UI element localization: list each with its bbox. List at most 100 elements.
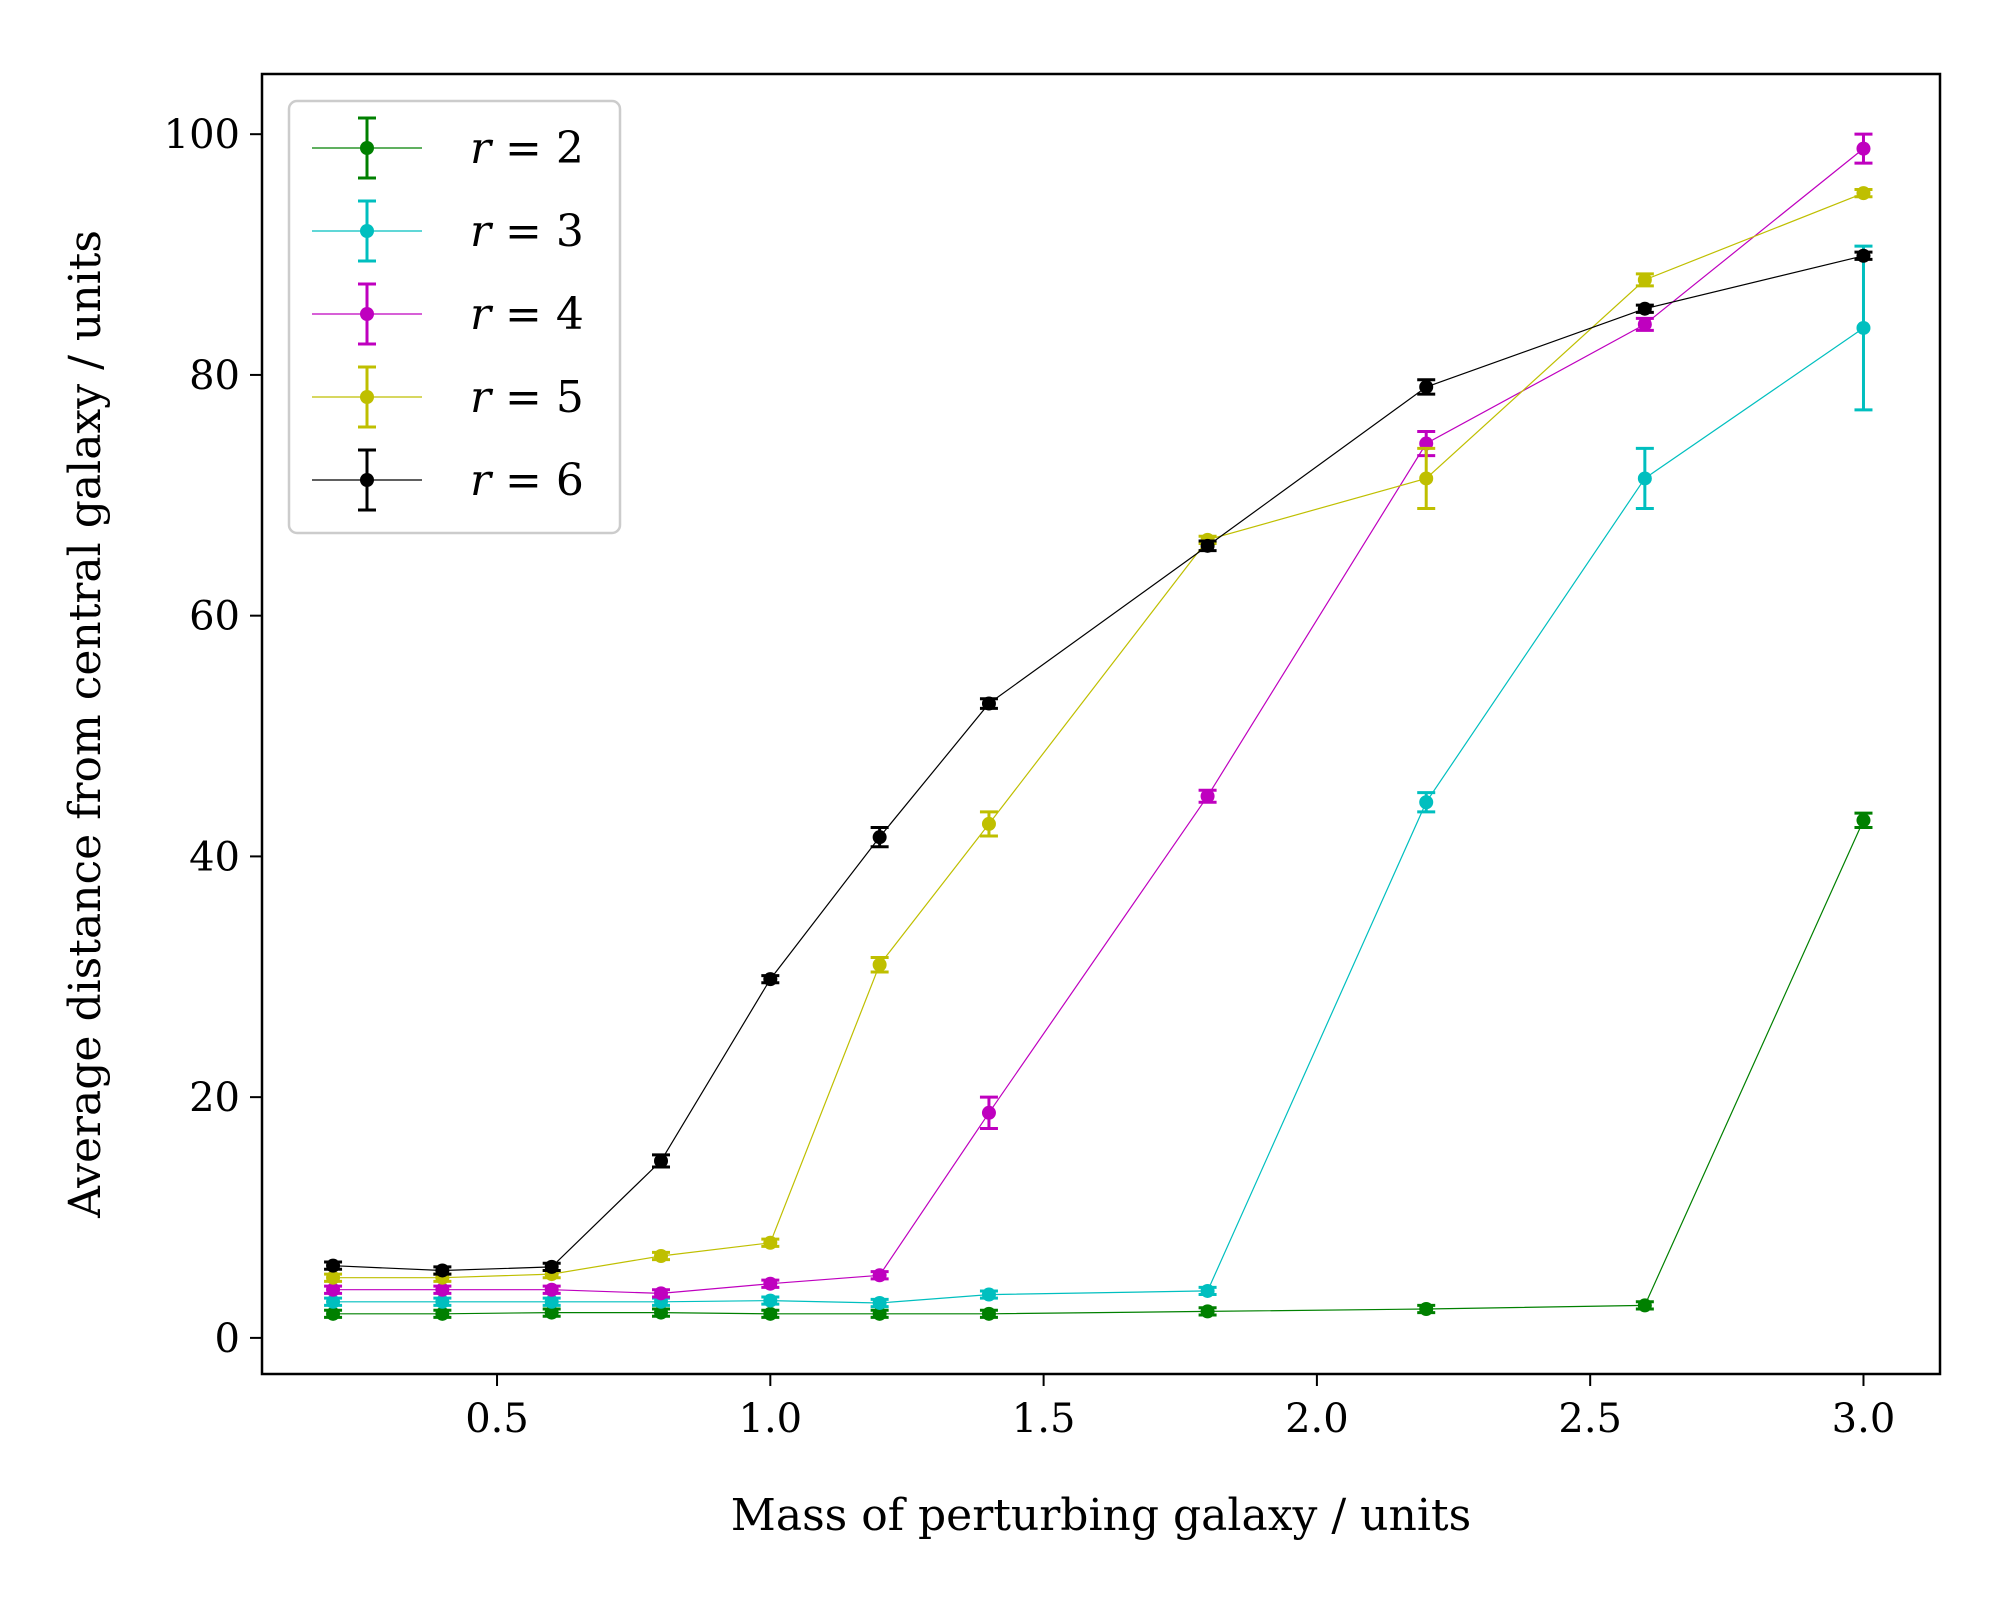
legend-label-value: 3 (556, 206, 584, 257)
data-point (981, 1105, 996, 1120)
data-point (435, 1282, 450, 1297)
data-point (872, 1295, 887, 1310)
y-tick-label: 0 (215, 1316, 240, 1362)
legend-label-variable: r (470, 123, 494, 174)
data-point (763, 1293, 778, 1308)
data-point (1200, 789, 1215, 804)
y-axis-label: Average distance from central galaxy / u… (60, 230, 111, 1219)
legend: r = 2r = 3r = 4r = 5r = 6 (287, 99, 622, 535)
legend-label-equals: = (491, 123, 556, 174)
legend-label: r = 2 (470, 123, 584, 174)
legend-item: r = 2 (312, 116, 584, 180)
legend-label: r = 4 (470, 289, 584, 340)
data-point (763, 1276, 778, 1291)
legend-label-equals: = (491, 372, 556, 423)
legend-label-equals: = (491, 289, 556, 340)
data-point (544, 1305, 559, 1320)
data-point (763, 972, 778, 987)
x-tick-label: 1.5 (1012, 1396, 1076, 1442)
y-tick-label: 60 (189, 594, 240, 640)
series-layer (324, 132, 1873, 1321)
data-point (326, 1282, 341, 1297)
data-point (435, 1306, 450, 1321)
legend-label-value: 2 (556, 123, 584, 174)
data-point (872, 1268, 887, 1283)
data-point (326, 1270, 341, 1285)
data-point (981, 816, 996, 831)
legend-label: r = 5 (470, 372, 584, 423)
legend-marker (360, 141, 374, 155)
legend-label-equals: = (491, 455, 556, 506)
data-point (544, 1282, 559, 1297)
data-point (1200, 1283, 1215, 1298)
data-point (981, 1287, 996, 1302)
data-point (1856, 320, 1871, 335)
legend-label: r = 3 (470, 206, 584, 257)
data-point (1637, 317, 1652, 332)
data-point (654, 1153, 669, 1168)
legend-item: r = 6 (312, 448, 584, 512)
data-point (763, 1306, 778, 1321)
plot-area-frame (260, 72, 1942, 1376)
legend-label-variable: r (470, 206, 494, 257)
data-point (435, 1294, 450, 1309)
data-point (1637, 272, 1652, 287)
data-point (1637, 471, 1652, 486)
legend-marker (360, 473, 374, 487)
x-tick-label: 2.5 (1558, 1396, 1622, 1442)
legend-marker (360, 224, 374, 238)
legend-label-variable: r (470, 289, 494, 340)
data-point (1200, 538, 1215, 553)
legend-label: r = 6 (470, 455, 584, 506)
data-point (544, 1259, 559, 1274)
series-r-4 (324, 132, 1873, 1301)
data-point (1637, 301, 1652, 316)
data-point (544, 1294, 559, 1309)
data-point (872, 830, 887, 845)
x-tick-label: 2.0 (1285, 1396, 1349, 1442)
data-point (654, 1249, 669, 1264)
legend-label-value: 4 (556, 289, 584, 340)
legend-box (287, 99, 622, 535)
data-point (1856, 813, 1871, 828)
x-tick-label: 0.5 (465, 1396, 529, 1442)
data-point (1856, 141, 1871, 156)
y-tick-label: 80 (189, 353, 240, 399)
data-point (1856, 186, 1871, 201)
data-point (435, 1263, 450, 1278)
legend-marker (360, 390, 374, 404)
data-point (872, 1306, 887, 1321)
legend-label-value: 5 (556, 372, 584, 423)
y-tick-label: 100 (164, 112, 240, 158)
data-point (1419, 471, 1434, 486)
data-point (1419, 1302, 1434, 1316)
y-tick-label: 40 (189, 834, 240, 880)
legend-item: r = 5 (312, 365, 584, 429)
y-tick-label: 20 (189, 1075, 240, 1121)
legend-label-equals: = (491, 206, 556, 257)
data-point (1419, 795, 1434, 810)
data-point (1200, 1304, 1215, 1319)
legend-item: r = 3 (312, 199, 584, 263)
x-tick-label: 3.0 (1832, 1396, 1896, 1442)
data-point (654, 1305, 669, 1320)
legend-label-variable: r (470, 372, 494, 423)
legend-label-value: 6 (556, 455, 584, 506)
data-point (1419, 379, 1434, 394)
data-point (1637, 1298, 1652, 1313)
data-point (326, 1294, 341, 1309)
data-point (326, 1306, 341, 1321)
x-tick-label: 1.0 (739, 1396, 803, 1442)
axis-ticks: 0.5 1.0 1.5 2.0 2.5 3.0 0 20 40 60 80 100 (164, 112, 1896, 1442)
legend-item: r = 4 (312, 282, 584, 346)
data-point (872, 957, 887, 972)
data-point (981, 696, 996, 711)
data-point (763, 1235, 778, 1250)
data-point (1856, 248, 1871, 263)
data-point (981, 1306, 996, 1321)
data-point (326, 1258, 341, 1273)
series-r-6 (324, 248, 1873, 1278)
series-r-2 (324, 811, 1873, 1321)
data-point (654, 1286, 669, 1301)
